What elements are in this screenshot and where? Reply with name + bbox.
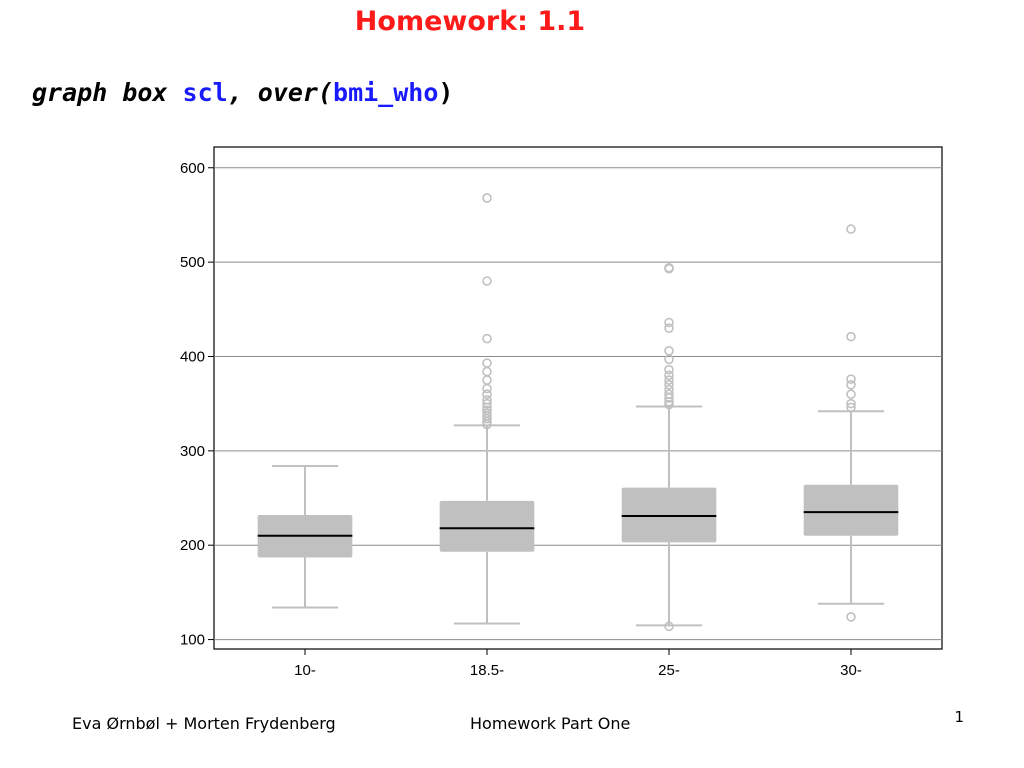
outlier-point <box>482 193 492 203</box>
stata-command: graph box scl, over(bmi_who) <box>32 78 453 107</box>
command-text-options: , over( <box>227 78 334 107</box>
boxes <box>257 193 899 632</box>
outlier-point <box>482 398 492 409</box>
variable-name: scl <box>182 78 228 107</box>
outlier-point <box>846 612 856 622</box>
outlier-point <box>846 402 856 413</box>
footer-authors: Eva Ørnbøl + Morten Frydenberg <box>72 714 336 733</box>
outlier-point <box>664 389 674 400</box>
outlier-point <box>664 364 674 375</box>
command-close-paren: ) <box>438 78 454 107</box>
outlier-point <box>664 346 674 356</box>
outlier-point <box>664 621 674 632</box>
outlier-point <box>482 366 492 377</box>
y-tick-label: 500 <box>180 254 205 271</box>
y-axis: 100 200 300 400 500 600 <box>180 160 214 649</box>
gridlines <box>214 167 942 641</box>
x-axis: 10- 18.5- 25- 30- <box>294 649 862 679</box>
page-number: 1 <box>954 708 964 726</box>
outlier-point <box>846 389 856 400</box>
outlier-point <box>846 398 856 409</box>
outlier-point <box>664 323 674 333</box>
outlier-point <box>846 379 856 390</box>
outlier-point <box>482 276 492 286</box>
group-variable-name: bmi_who <box>333 78 439 107</box>
iqr-box <box>439 500 535 552</box>
outlier-point <box>482 333 492 344</box>
outlier-point <box>664 384 674 395</box>
outlier-point <box>482 358 492 368</box>
x-tick-label: 10- <box>294 662 316 679</box>
outlier-point <box>482 395 492 405</box>
outlier-point <box>846 374 856 384</box>
plot-frame <box>213 146 943 650</box>
outlier-point <box>664 375 674 385</box>
box-25- <box>621 262 717 632</box>
outlier-point <box>482 405 492 416</box>
outlier-point <box>664 399 674 410</box>
x-tick-label: 30- <box>840 662 862 679</box>
outlier-point <box>482 389 492 400</box>
box-30- <box>803 224 899 622</box>
slide-title: Homework: 1.1 <box>354 6 586 37</box>
box-18.5- <box>439 193 535 625</box>
outlier-point <box>482 383 492 394</box>
outlier-point <box>664 370 674 381</box>
iqr-box <box>803 484 899 536</box>
outlier-point <box>846 331 856 342</box>
command-text: graph box <box>32 78 183 107</box>
y-tick-label: 100 <box>180 632 205 649</box>
outlier-point <box>664 379 674 390</box>
box-10- <box>257 464 353 609</box>
y-tick-label: 200 <box>180 537 205 554</box>
outlier-point <box>482 375 492 385</box>
outlier-point <box>664 262 674 273</box>
y-tick-label: 300 <box>180 443 205 460</box>
outlier-point <box>664 317 674 328</box>
x-tick-label: 18.5- <box>470 662 504 679</box>
footer-course: Homework Part One <box>470 714 631 733</box>
y-tick-label: 600 <box>180 160 205 177</box>
x-tick-label: 25- <box>658 662 680 679</box>
outlier-point <box>846 224 856 234</box>
outlier-point <box>482 408 492 418</box>
y-tick-label: 400 <box>180 348 205 365</box>
